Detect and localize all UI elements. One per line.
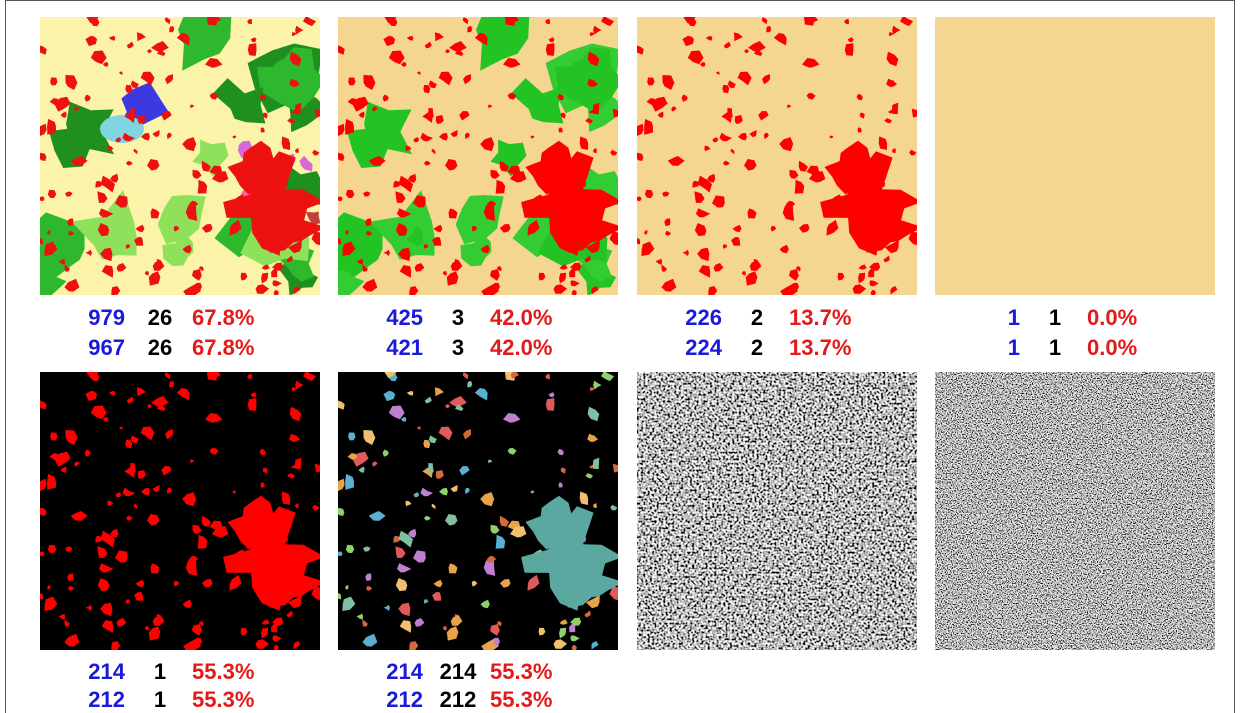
panel-image [637,372,917,650]
background [935,17,1215,295]
region-count: 214 [323,659,423,685]
percentage: 0.0% [1087,335,1187,361]
region-count: 1 [920,305,1020,331]
panel-image [637,17,917,295]
noise [935,372,1215,650]
panel-image [935,372,1215,650]
region-count: 212 [25,687,125,713]
class-count: 212 [428,687,488,713]
class-count: 26 [130,335,190,361]
percentage: 67.8% [192,335,292,361]
class-count: 26 [130,305,190,331]
panel-image [40,372,320,650]
patch [248,43,257,56]
percentage: 67.8% [192,305,292,331]
region-count: 226 [622,305,722,331]
patch [546,398,555,411]
class-count: 214 [428,659,488,685]
class-count: 1 [130,659,190,685]
region-count: 224 [622,335,722,361]
percentage: 55.3% [490,659,590,685]
lake [100,115,144,143]
class-count: 3 [428,335,488,361]
region-count: 1 [920,335,1020,361]
patch [248,398,257,411]
class-count: 1 [130,687,190,713]
region-count: 979 [25,305,125,331]
percentage: 42.0% [490,305,590,331]
class-count: 2 [727,335,787,361]
panel-image [40,17,320,295]
region-count: 214 [25,659,125,685]
noise [637,372,917,650]
region-count: 212 [323,687,423,713]
class-count: 3 [428,305,488,331]
figure: 9792667.8%9672667.8%425342.0%421342.0%22… [0,0,1242,713]
panel-image [338,372,618,650]
percentage: 42.0% [490,335,590,361]
patch [845,43,854,56]
region-count: 421 [323,335,423,361]
percentage: 55.3% [490,687,590,713]
class-count: 1 [1025,335,1085,361]
region-count: 967 [25,335,125,361]
class-count: 2 [727,305,787,331]
percentage: 55.3% [192,659,292,685]
patch [546,43,555,56]
percentage: 0.0% [1087,305,1187,331]
percentage: 13.7% [789,335,889,361]
panel-image [338,17,618,295]
region-count: 425 [323,305,423,331]
class-count: 1 [1025,305,1085,331]
percentage: 13.7% [789,305,889,331]
panel-image [935,17,1215,295]
percentage: 55.3% [192,687,292,713]
